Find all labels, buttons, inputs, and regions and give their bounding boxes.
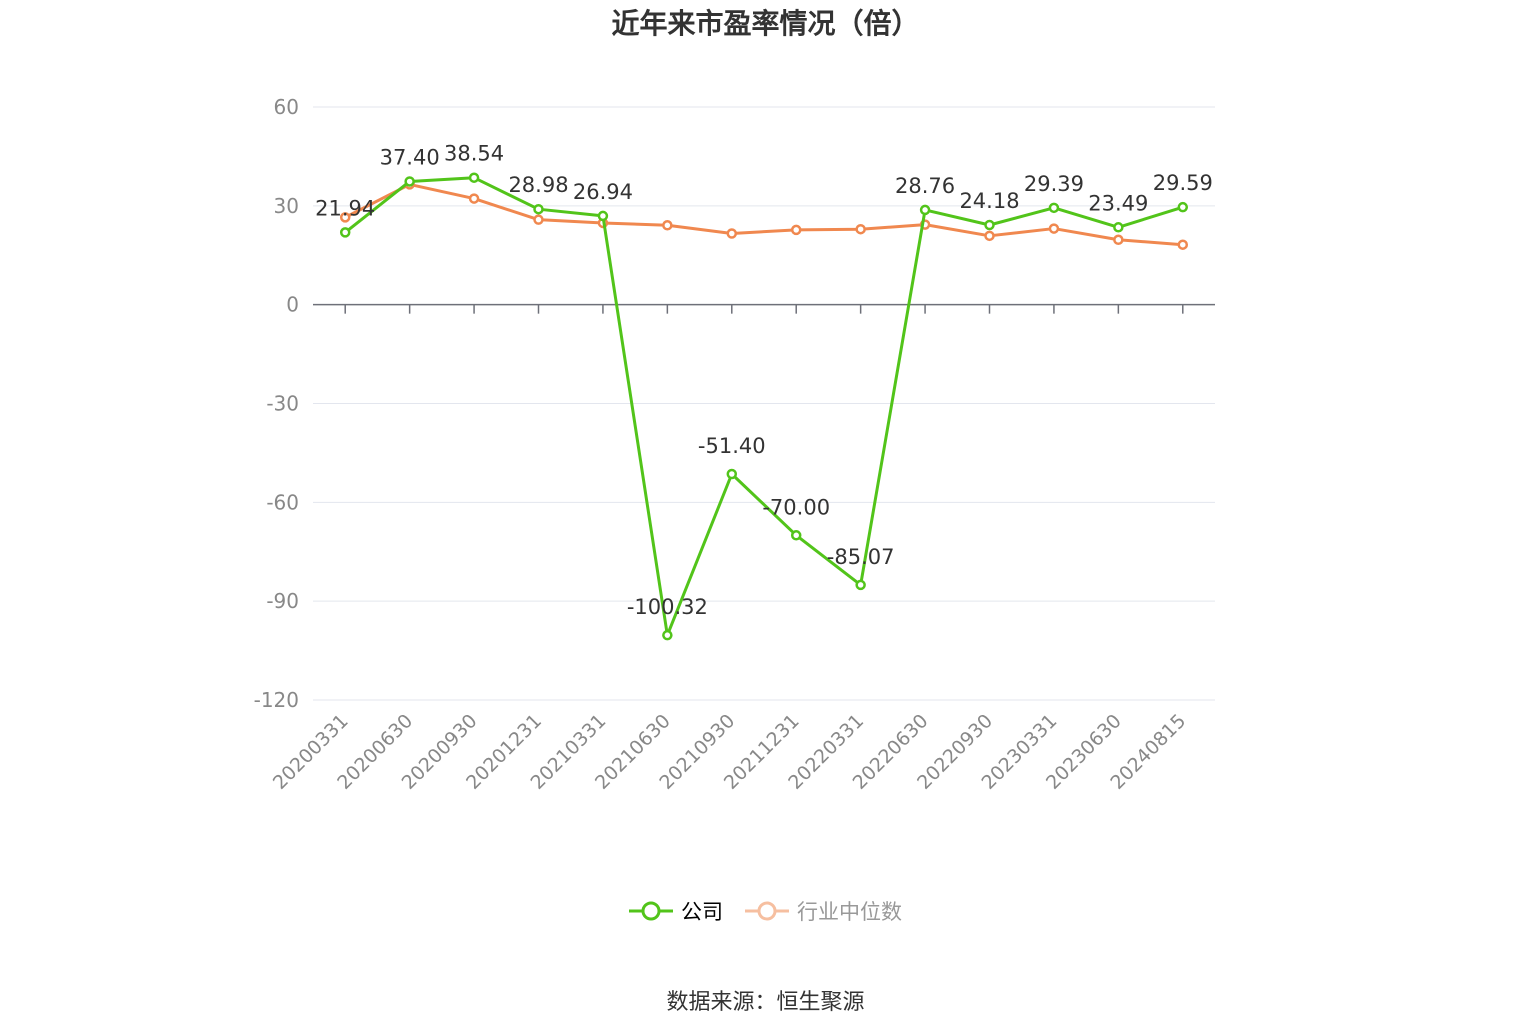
legend: 公司 行业中位数 [0,896,1531,926]
data-point-company [662,629,673,641]
data-point-company [919,204,931,216]
data-point-industry [790,224,802,236]
legend-item-company[interactable]: 公司 [629,896,723,926]
data-point-company [597,210,609,222]
y-tick-label: 60 [274,95,299,119]
legend-item-industry[interactable]: 行业中位数 [745,896,902,926]
y-tick-label: 0 [286,293,299,317]
y-tick-label: -60 [266,490,299,514]
data-point-industry [855,223,866,235]
data-label: 28.76 [895,174,955,198]
series-line-company [344,176,1184,637]
y-tick-label: 30 [274,194,299,218]
data-label: 21.94 [315,196,375,220]
data-label: 24.18 [959,189,1019,213]
data-point-company [1177,201,1189,213]
data-label: 29.39 [1024,172,1084,196]
data-point-industry [1048,223,1060,234]
data-point-company [468,172,480,183]
data-label: -70.00 [762,495,830,519]
data-point-company [1113,222,1124,233]
data-label: 23.49 [1088,191,1148,215]
y-tick-label: -30 [266,392,299,416]
data-point-industry [984,230,995,242]
legend-company-marker [629,901,673,921]
legend-company-label: 公司 [681,900,723,924]
grid-lines [313,106,1215,701]
data-label: 26.94 [573,180,633,204]
data-point-company [1048,202,1060,214]
data-point-industry [662,220,673,231]
series-line-industry [344,182,1183,247]
y-tick-label: -120 [254,688,299,712]
data-label: 29.59 [1153,171,1213,195]
data-point-company [790,530,802,541]
y-tick-label: -90 [266,589,299,613]
data-point-company [533,203,544,215]
pe-ratio-chart: 60 30 0 -30 -60 -90 -120 202003312020063020200… [254,95,1215,794]
legend-industry-label: 行业中位数 [797,900,902,924]
data-point-industry [533,214,544,225]
y-axis: 60 30 0 -30 -60 -90 -120 [254,95,299,712]
data-label: 37.40 [380,145,440,169]
data-point-company [339,227,351,238]
data-point-industry [468,193,480,204]
data-source: 数据来源：恒生聚源 [666,990,865,1015]
data-point-company [726,468,738,480]
x-axis: 2020033120200630202009302020123120210331… [269,303,1215,794]
data-point-industry [726,228,738,239]
chart-title: 近年来市盈率情况（倍） [611,7,920,40]
data-label: -100.32 [627,595,708,619]
data-point-industry [339,212,351,223]
series-layer [339,172,1189,641]
data-point-industry [1177,239,1189,250]
data-point-company [984,219,995,231]
data-label: 38.54 [444,142,504,166]
data-point-company [855,579,866,591]
data-point-company [404,176,415,187]
data-label: -51.40 [698,434,766,458]
data-label: -85.07 [827,545,895,569]
data-point-industry [1113,234,1124,246]
data-label: 28.98 [508,173,568,197]
legend-industry-marker [745,901,789,921]
